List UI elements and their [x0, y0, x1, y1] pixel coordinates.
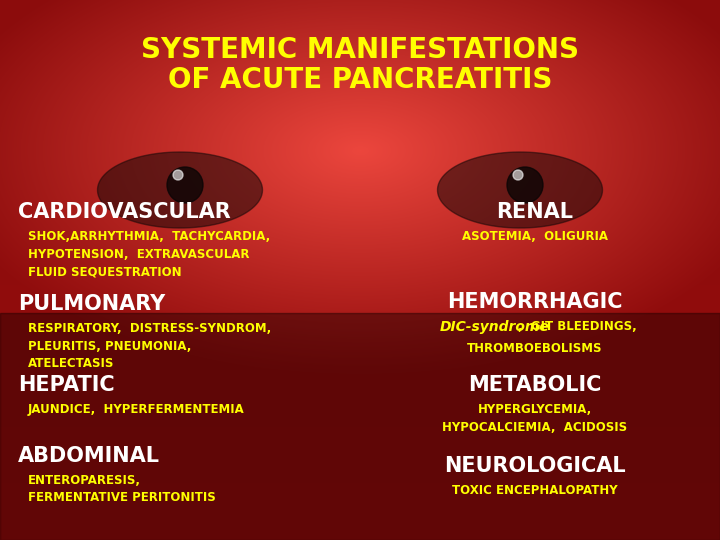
- Text: HEPATIC: HEPATIC: [18, 375, 114, 395]
- Polygon shape: [0, 313, 720, 540]
- Text: OF ACUTE PANCREATITIS: OF ACUTE PANCREATITIS: [168, 66, 552, 94]
- Text: DIC-syndrome: DIC-syndrome: [440, 320, 550, 334]
- Text: CARDIOVASCULAR: CARDIOVASCULAR: [18, 202, 230, 222]
- Text: RENAL: RENAL: [497, 202, 574, 222]
- Text: NEUROLOGICAL: NEUROLOGICAL: [444, 456, 626, 476]
- Text: SYSTEMIC MANIFESTATIONS: SYSTEMIC MANIFESTATIONS: [141, 36, 579, 64]
- Text: SHOK,ARRHYTHMIA,  TACHYCARDIA,
HYPOTENSION,  EXTRAVASCULAR
FLUID SEQUESTRATION: SHOK,ARRHYTHMIA, TACHYCARDIA, HYPOTENSIO…: [28, 231, 270, 279]
- Text: JAUNDICE,  HYPERFERMENTEMIA: JAUNDICE, HYPERFERMENTEMIA: [28, 403, 245, 416]
- Text: THROMBOEBOLISMS: THROMBOEBOLISMS: [467, 342, 603, 355]
- Text: ENTEROPARESIS,
FERMENTATIVE PERITONITIS: ENTEROPARESIS, FERMENTATIVE PERITONITIS: [28, 474, 216, 504]
- Circle shape: [507, 167, 543, 203]
- Polygon shape: [438, 152, 603, 228]
- Text: ,  GIT BLEEDINGS,: , GIT BLEEDINGS,: [518, 320, 636, 333]
- Text: ASOTEMIA,  OLIGURIA: ASOTEMIA, OLIGURIA: [462, 231, 608, 244]
- Text: PULMONARY: PULMONARY: [18, 294, 166, 314]
- Polygon shape: [97, 152, 263, 228]
- Text: RESPIRATORY,  DISTRESS-SYNDROM,
PLEURITIS, PNEUMONIA,
ATELECTASIS: RESPIRATORY, DISTRESS-SYNDROM, PLEURITIS…: [28, 322, 271, 370]
- Circle shape: [513, 170, 523, 180]
- Text: METABOLIC: METABOLIC: [468, 375, 602, 395]
- Text: HEMORRHAGIC: HEMORRHAGIC: [447, 292, 623, 312]
- Text: TOXIC ENCEPHALOPATHY: TOXIC ENCEPHALOPATHY: [452, 484, 618, 497]
- Circle shape: [173, 170, 183, 180]
- Text: HYPERGLYCEMIA,
HYPOCALCIEMIA,  ACIDOSIS: HYPERGLYCEMIA, HYPOCALCIEMIA, ACIDOSIS: [442, 403, 628, 434]
- Circle shape: [167, 167, 203, 203]
- Text: ABDOMINAL: ABDOMINAL: [18, 446, 160, 465]
